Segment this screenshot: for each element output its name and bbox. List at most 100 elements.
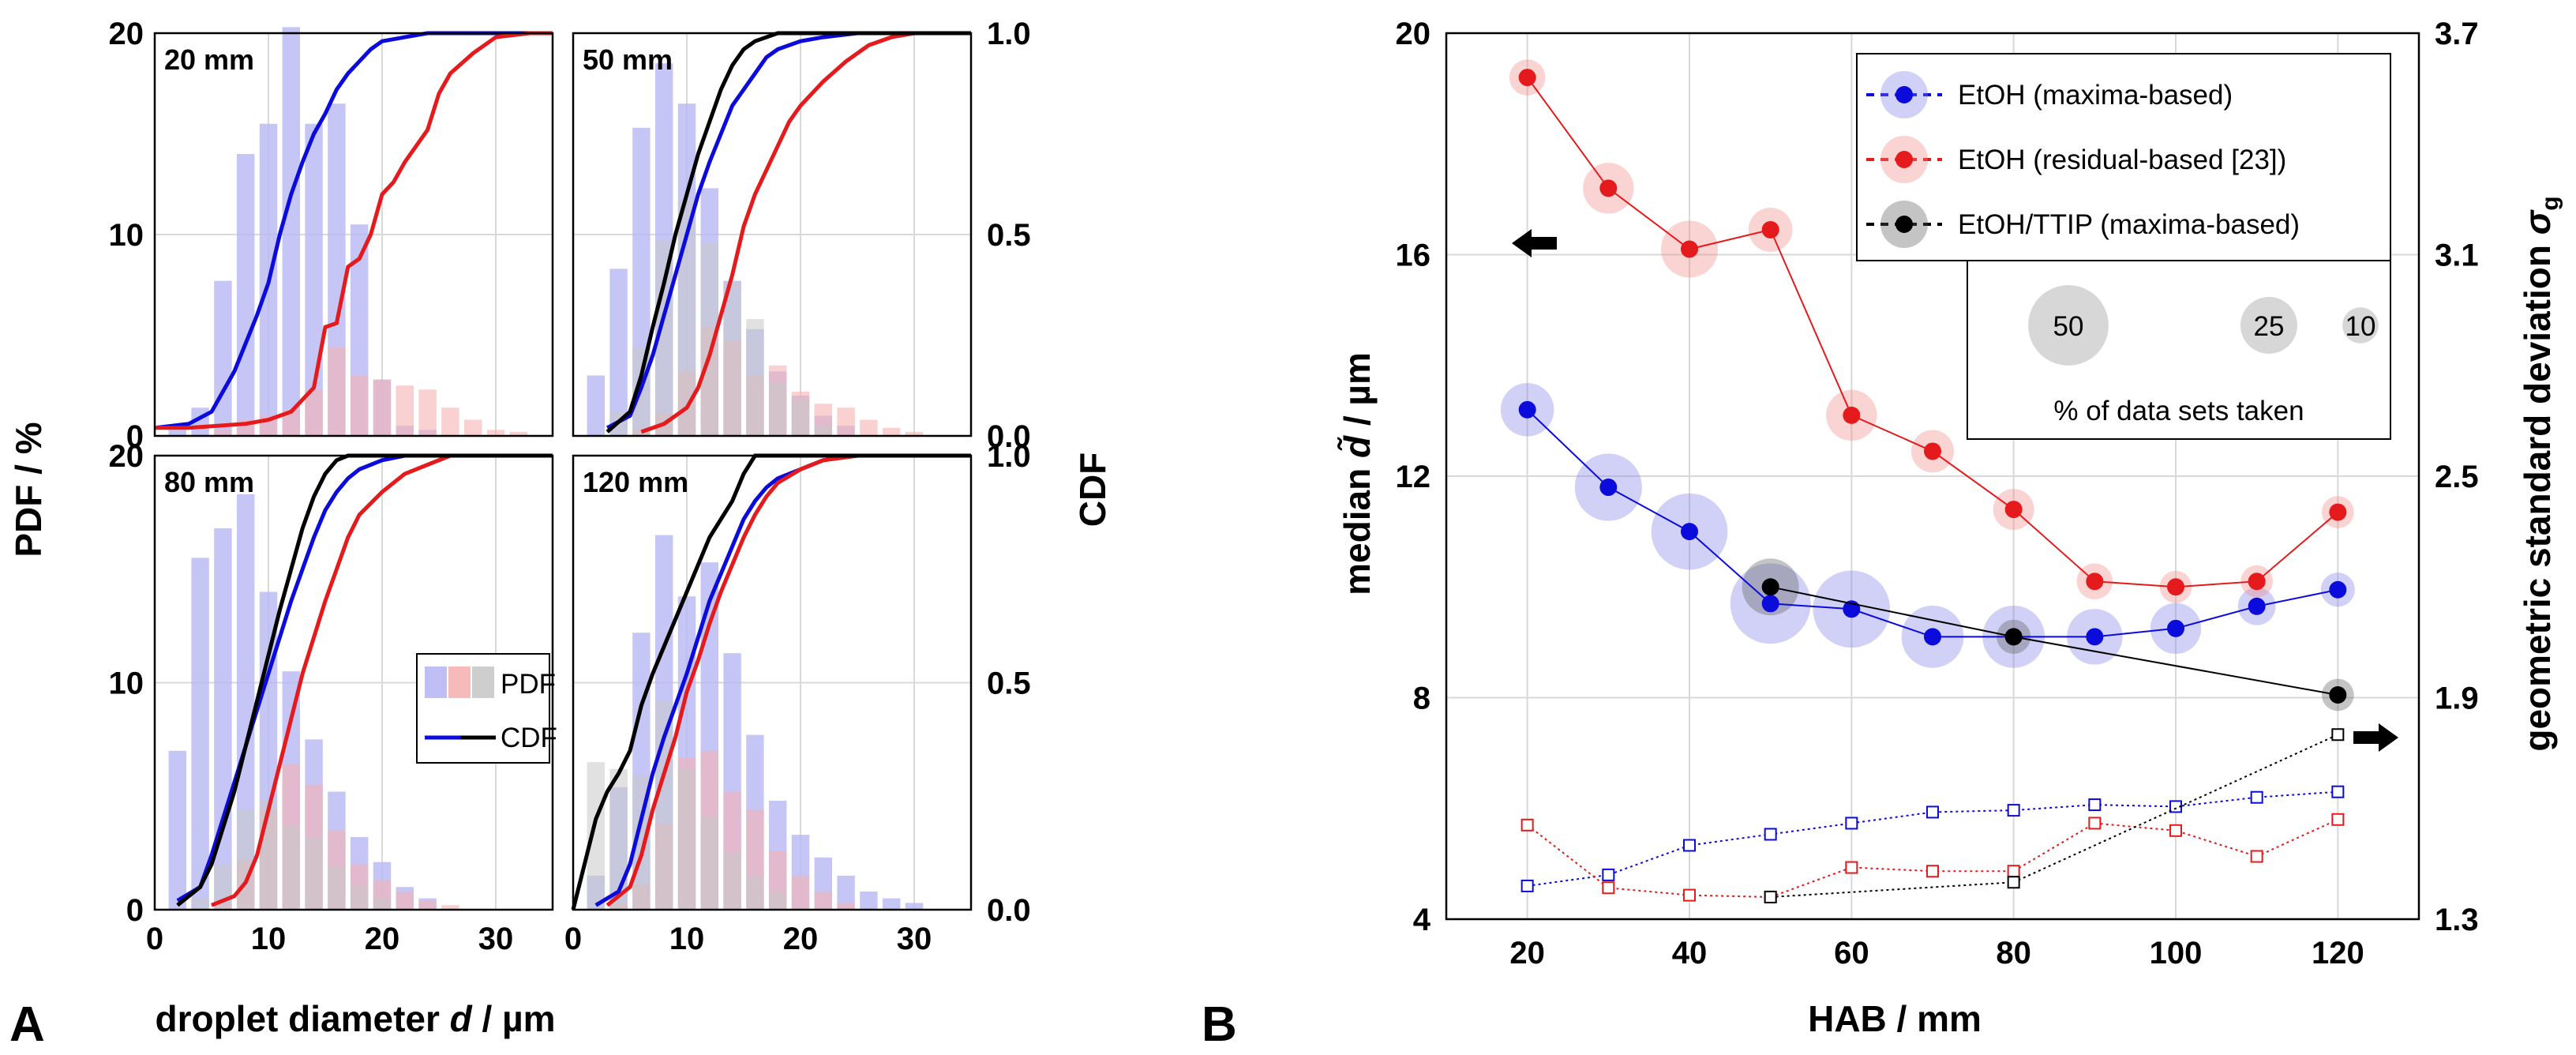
pdf-bar <box>350 375 369 436</box>
median-point <box>2329 580 2347 599</box>
y-tick-label: 8 <box>1413 681 1430 716</box>
cdf-line <box>606 31 971 434</box>
pdf-bar <box>236 154 255 436</box>
panel-b-ylabel-right: geometric standard deviation σg <box>2517 196 2563 751</box>
sigma-marker <box>2088 817 2102 830</box>
pdf-bar <box>463 419 482 436</box>
pdf-bar <box>236 494 255 910</box>
pdf-bar <box>654 240 673 436</box>
subplot-2: 80 mm 0 10 20 30 0 10 20 <box>109 439 554 956</box>
median-point <box>2086 573 2104 591</box>
x-tick-label: 100 <box>2150 936 2203 971</box>
median-point <box>1924 628 1941 646</box>
legend-pdf-swatch <box>425 666 447 698</box>
sigma-marker <box>2250 850 2263 863</box>
pdf-bar <box>214 280 232 436</box>
subplot-frame <box>572 32 973 437</box>
pdf-bar <box>723 853 741 910</box>
pdf-bar <box>837 903 855 910</box>
panel-a-label: A <box>9 997 45 1052</box>
y-tick-label: 20 <box>1396 17 1431 51</box>
panel-a-xlabel: droplet diameter d / µm <box>155 998 555 1039</box>
y2-tick-label: 3.7 <box>2435 17 2479 51</box>
median-point <box>2004 501 2023 519</box>
subplot-frame <box>153 454 554 911</box>
cdf-tick-label: 1.0 <box>987 17 1031 51</box>
x-tick-label: 120 <box>2312 936 2364 971</box>
legend-pdf-swatch <box>448 666 471 698</box>
median-point <box>1924 442 1941 460</box>
pdf-bar <box>168 750 187 910</box>
sigma-marker <box>1520 879 1534 892</box>
pdf-bar <box>328 866 346 910</box>
pdf-bar <box>441 905 459 910</box>
sigma-marker <box>2088 798 2102 812</box>
cdf-tick-label: 0.0 <box>987 893 1031 928</box>
pdf-bar <box>609 768 628 910</box>
sigma-marker <box>1926 805 1939 819</box>
x-tick-label: 0 <box>564 922 582 956</box>
median-point <box>1681 523 1698 541</box>
median-point <box>1681 240 1698 258</box>
panel-b-legend: EtOH (maxima-based) EtOH (residual-based … <box>1856 53 2391 440</box>
x-tick-label: 60 <box>1834 936 1869 971</box>
x-tick-label: 20 <box>1509 936 1545 971</box>
legend-size-bubble <box>2028 285 2109 366</box>
sigma-marker <box>2007 876 2020 889</box>
pdf-bar <box>509 431 528 436</box>
panel-a-legend: PDF CDF <box>416 653 557 764</box>
pdf-bar <box>723 280 741 436</box>
sigma-marker <box>2169 824 2182 837</box>
sigma-marker <box>1683 888 1696 902</box>
pdf-bar <box>882 427 901 436</box>
sigma-marker <box>1683 839 1696 852</box>
pdf-bar <box>396 892 414 910</box>
cdf-line <box>211 453 553 907</box>
legend-size-bubble <box>2342 307 2379 344</box>
x-tick-label: 40 <box>1672 936 1708 971</box>
left-axis-arrow <box>1512 229 1557 257</box>
subplot-1: 50 mm 0.0 0.5 1.0 <box>572 17 1031 454</box>
sigma-marker <box>1926 865 1939 878</box>
y-tick-label: 20 <box>109 439 144 474</box>
panel-b-xlabel: HAB / mm <box>1808 998 1982 1039</box>
pdf-bar <box>791 875 810 910</box>
y2-tick-label: 1.3 <box>2435 903 2479 937</box>
legend-marker <box>1895 216 1913 233</box>
pdf-bar <box>814 426 833 436</box>
pdf-bar <box>418 900 437 910</box>
sigma-marker <box>2007 804 2020 817</box>
pdf-bar <box>282 409 301 436</box>
y2-tick-label: 1.9 <box>2435 681 2479 716</box>
sigma-line <box>1527 818 2338 899</box>
pdf-bar <box>373 898 392 910</box>
pdf-bar <box>837 407 855 436</box>
pdf-bar <box>700 242 719 436</box>
cdf-line <box>640 31 971 434</box>
pdf-bar <box>905 431 924 436</box>
static-labels: A droplet diameter d / µm PDF / % CDF B … <box>8 196 2563 1052</box>
pdf-bar <box>700 817 719 910</box>
median-point <box>2248 573 2266 591</box>
panel-b-frame <box>1445 32 2420 921</box>
pdf-bar <box>328 347 346 436</box>
pdf-bar <box>191 558 209 910</box>
y-tick-label: 16 <box>1396 238 1431 273</box>
x-tick-label: 30 <box>478 922 514 956</box>
pdf-bar <box>305 389 323 436</box>
panel-a-ylabel-right: CDF <box>1072 452 1113 528</box>
legend-cdf-label: CDF <box>501 723 557 753</box>
median-point <box>2248 597 2266 615</box>
y-tick-label: 12 <box>1396 460 1431 494</box>
x-tick-label: 20 <box>365 922 400 956</box>
pdf-bar <box>746 319 764 436</box>
y-tick-label: 10 <box>109 218 144 253</box>
cdf-line <box>155 31 553 430</box>
legend-pdf-swatch <box>472 666 494 698</box>
legend-size-label: 10 <box>2345 311 2376 342</box>
cdf-line <box>606 31 971 430</box>
x-tick-label: 10 <box>669 922 705 956</box>
median-point <box>1599 479 1618 497</box>
x-tick-label: 20 <box>783 922 819 956</box>
pdf-bar <box>282 27 301 437</box>
